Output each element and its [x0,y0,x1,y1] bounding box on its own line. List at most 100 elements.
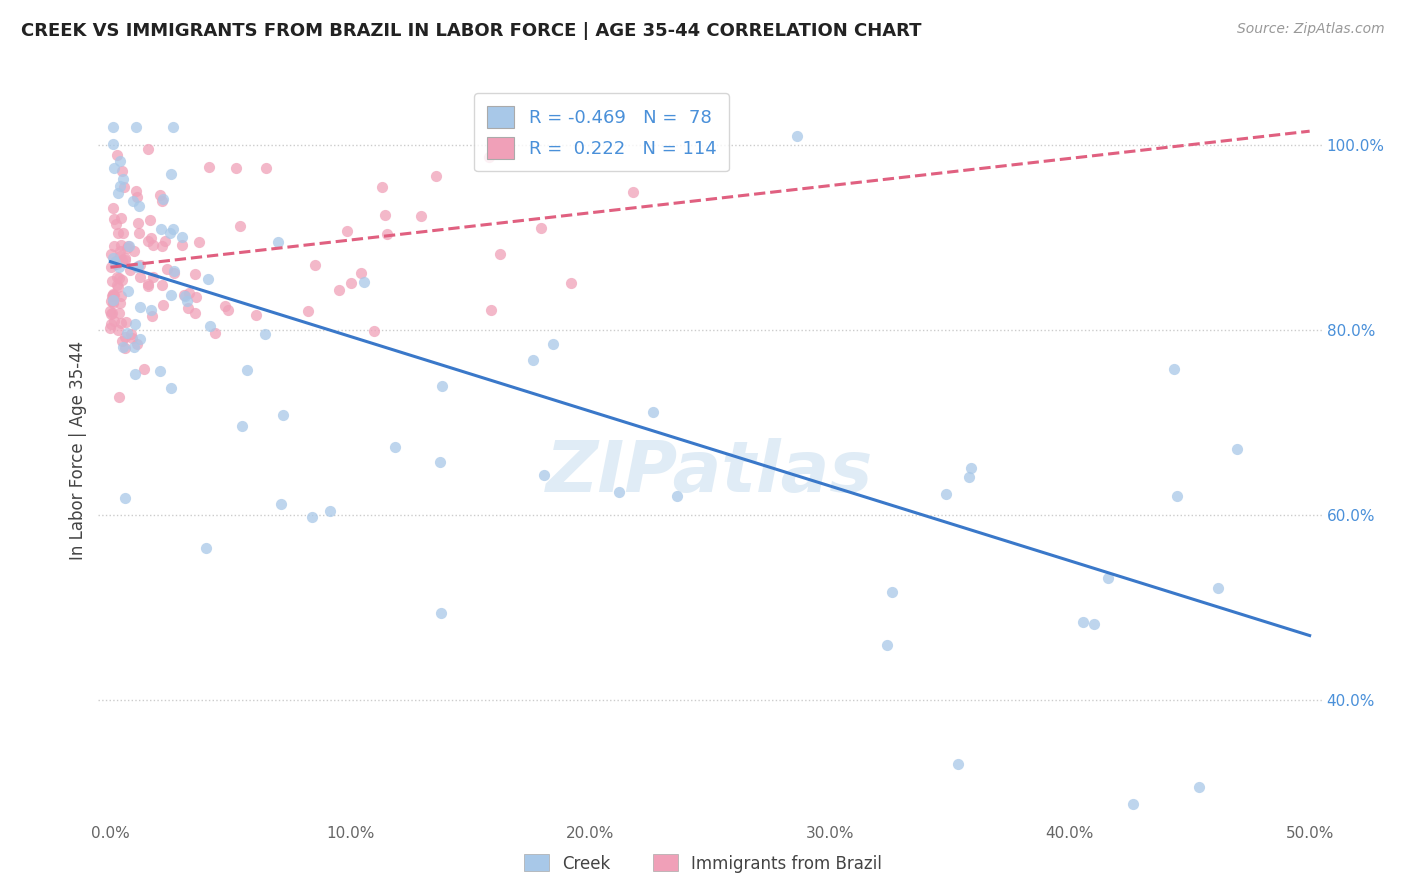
Point [481,302,503,317]
Point [100,260,122,275]
Point [156,262,179,277]
Point [122,194,145,208]
Point [101,251,124,265]
Point [152,298,174,312]
Point [100,320,122,334]
Point [100,246,122,260]
Point [110,249,132,263]
Point [225,161,247,175]
Point [136,142,159,156]
Point [245,308,267,322]
Point [136,277,159,292]
Point [375,227,398,241]
Point [124,317,146,331]
Point [153,234,176,248]
Point [560,276,582,290]
Point [609,485,631,500]
Point [101,136,124,151]
Point [541,337,564,351]
Point [409,209,432,223]
Point [114,252,136,267]
Point [107,279,129,293]
Point [128,332,150,346]
Point [621,186,644,200]
Point [125,184,148,198]
Point [173,287,195,301]
Point [328,284,350,298]
Point [301,509,323,524]
Point [370,179,392,194]
Point [103,211,125,226]
Point [152,192,174,206]
Legend: R = -0.469   N =  78, R =  0.222   N = 114: R = -0.469 N = 78, R = 0.222 N = 114 [474,93,728,171]
Point [139,212,162,227]
Point [172,238,194,252]
Point [127,259,149,273]
Point [197,160,219,174]
Point [319,504,342,518]
Y-axis label: In Labor Force | Age 35-44: In Labor Force | Age 35-44 [69,341,87,560]
Point [105,269,128,284]
Point [105,217,128,231]
Point [174,288,197,302]
Point [110,316,132,330]
Point [349,266,371,280]
Point [880,584,903,599]
Point [107,226,129,240]
Point [105,277,128,292]
Point [170,230,193,244]
Point [204,326,226,340]
Point [111,334,134,348]
Point [183,267,205,281]
Point [111,164,134,178]
Point [229,219,252,234]
Point [101,296,124,310]
Point [110,211,132,225]
Point [194,541,217,556]
Point [128,198,150,212]
Point [112,172,135,186]
Point [108,179,131,194]
Point [304,258,326,272]
Point [103,201,125,215]
Point [187,235,209,249]
Point [270,496,292,510]
Point [197,272,219,286]
Point [643,405,665,419]
Point [111,226,134,240]
Point [111,340,134,354]
Point [163,264,186,278]
Point [336,224,359,238]
Point [176,294,198,309]
Point [101,289,124,303]
Point [136,278,159,293]
Point [108,306,131,320]
Point [105,257,128,271]
Point [957,470,980,484]
Point [163,266,186,280]
Point [103,254,125,268]
Point [101,293,124,308]
Point [125,189,148,203]
Point [162,120,184,134]
Point [108,154,131,169]
Point [120,326,142,341]
Point [108,296,131,310]
Point [129,300,152,314]
Point [101,120,124,134]
Point [150,222,173,236]
Point [104,253,127,268]
Point [114,315,136,329]
Point [363,324,385,338]
Point [114,491,136,506]
Point [160,167,183,181]
Point [120,263,142,277]
Point [105,148,128,162]
Point [159,288,181,302]
Point [340,276,363,290]
Point [149,364,172,378]
Point [100,294,122,309]
Point [254,326,277,341]
Point [960,460,983,475]
Point [127,260,149,274]
